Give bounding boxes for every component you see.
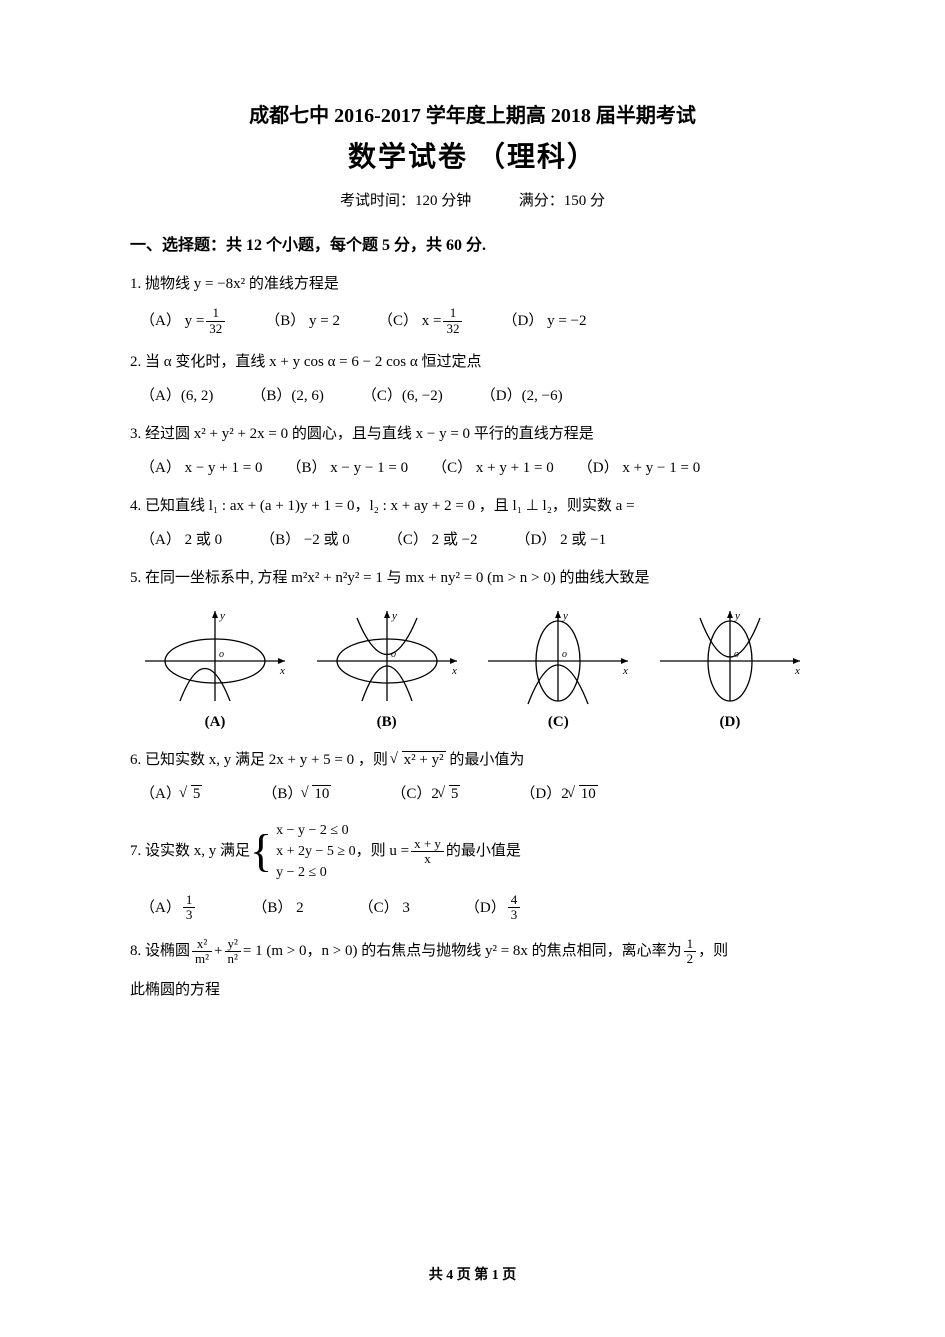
q1-options: （A） y = 132 （B） y = 2 （C） x = 132 （D） y … bbox=[140, 306, 815, 336]
question-2: 2. 当 α 变化时，直线 x + y cos α = 6 − 2 cos α … bbox=[130, 350, 815, 408]
svg-text:o: o bbox=[219, 649, 224, 660]
q5-graph-b: y x o (B) bbox=[312, 606, 462, 734]
q5-label-b: (B) bbox=[312, 710, 462, 734]
title-line-2: 数学试卷 （理科） bbox=[130, 136, 815, 181]
q7-opt-b: （B） 2 bbox=[252, 893, 303, 923]
sqrt: x² + y² bbox=[392, 748, 446, 772]
question-1: 1. 抛物线 y = −8x² 的准线方程是 （A） y = 132 （B） y… bbox=[130, 272, 815, 336]
question-4: 4. 已知直线 l₁ : ax + (a + 1)y + 1 = 0，l₂ : … bbox=[130, 494, 815, 552]
q5-label-d: (D) bbox=[655, 710, 805, 734]
q5-label-a: (A) bbox=[140, 710, 290, 734]
svg-text:x: x bbox=[794, 665, 800, 677]
q4-options: （A） 2 或 0 （B） −2 或 0 （C） 2 或 −2 （D） 2 或 … bbox=[140, 528, 815, 552]
q7-opt-d: （D） 43 bbox=[465, 893, 522, 923]
section-1-heading: 一、选择题：共 12 个小题，每个题 5 分，共 60 分. bbox=[130, 233, 815, 259]
q6-stem: 6. 已知实数 x, y 满足 2x + y + 5 = 0 ，则 x² + y… bbox=[130, 748, 815, 772]
q3-opt-d: （D） x + y − 1 = 0 bbox=[578, 456, 700, 480]
full-score: 满分：150 分 bbox=[519, 193, 605, 209]
fraction: 132 bbox=[206, 306, 225, 336]
q2-opt-d: （D）(2, −6) bbox=[481, 384, 563, 408]
q1-stem: 1. 抛物线 y = −8x² 的准线方程是 bbox=[130, 272, 815, 296]
svg-text:x: x bbox=[279, 665, 285, 677]
q4-opt-a: （A） 2 或 0 bbox=[140, 528, 222, 552]
q4-opt-c: （C） 2 或 −2 bbox=[388, 528, 478, 552]
q5-stem: 5. 在同一坐标系中, 方程 m²x² + n²y² = 1 与 mx + ny… bbox=[130, 566, 815, 590]
q5-graph-c: y x o (C) bbox=[483, 606, 633, 734]
fraction: 132 bbox=[443, 306, 462, 336]
q3-options: （A） x − y + 1 = 0 （B） x − y − 1 = 0 （C） … bbox=[140, 456, 815, 480]
q1-opt-c: （C） x = 132 bbox=[378, 306, 464, 336]
q6-opt-a: （A）5 bbox=[140, 782, 202, 806]
q5-graph-a: y x o (A) bbox=[140, 606, 290, 734]
q6-opt-d: （D）210 bbox=[520, 782, 597, 806]
fraction: y²n² bbox=[225, 937, 241, 967]
svg-text:y: y bbox=[219, 610, 225, 622]
left-brace-icon: { bbox=[250, 828, 272, 874]
question-7: 7. 设实数 x, y 满足 { x − y − 2 ≤ 0 x + 2y − … bbox=[130, 820, 815, 923]
q7-stem: 7. 设实数 x, y 满足 { x − y − 2 ≤ 0 x + 2y − … bbox=[130, 820, 815, 883]
svg-text:y: y bbox=[734, 610, 740, 622]
q2-stem: 2. 当 α 变化时，直线 x + y cos α = 6 − 2 cos α … bbox=[130, 350, 815, 374]
q6-opt-b: （B）10 bbox=[262, 782, 331, 806]
q1-opt-a: （A） y = 132 bbox=[140, 306, 227, 336]
svg-text:y: y bbox=[391, 610, 397, 622]
svg-text:x: x bbox=[622, 665, 628, 677]
question-6: 6. 已知实数 x, y 满足 2x + y + 5 = 0 ，则 x² + y… bbox=[130, 748, 815, 806]
q3-opt-c: （C） x + y + 1 = 0 bbox=[432, 456, 554, 480]
question-8: 8. 设椭圆 x²m² + y²n² = 1 (m > 0，n > 0) 的右焦… bbox=[130, 937, 815, 1003]
meta-line: 考试时间：120 分钟 满分：150 分 bbox=[130, 189, 815, 213]
fraction: x²m² bbox=[192, 937, 212, 967]
svg-text:o: o bbox=[391, 649, 396, 660]
q6-opt-c: （C）25 bbox=[391, 782, 460, 806]
q1-opt-b: （B） y = 2 bbox=[265, 306, 340, 336]
q2-opt-b: （B）(2, 6) bbox=[251, 384, 324, 408]
q7-opt-c: （C） 3 bbox=[359, 893, 410, 923]
q5-graph-d: y x o (D) bbox=[655, 606, 805, 734]
q2-options: （A）(6, 2) （B）(2, 6) （C）(6, −2) （D）(2, −6… bbox=[140, 384, 815, 408]
q8-stem: 8. 设椭圆 x²m² + y²n² = 1 (m > 0，n > 0) 的右焦… bbox=[130, 937, 815, 967]
q7-options: （A） 13 （B） 2 （C） 3 （D） 43 bbox=[140, 893, 815, 923]
svg-text:y: y bbox=[562, 610, 568, 622]
q4-opt-b: （B） −2 或 0 bbox=[260, 528, 350, 552]
q6-options: （A）5 （B）10 （C）25 （D）210 bbox=[140, 782, 815, 806]
svg-text:o: o bbox=[562, 649, 567, 660]
q5-label-c: (C) bbox=[483, 710, 633, 734]
exam-time: 考试时间：120 分钟 bbox=[340, 193, 471, 209]
q4-stem: 4. 已知直线 l₁ : ax + (a + 1)y + 1 = 0，l₂ : … bbox=[130, 494, 815, 518]
fraction: 12 bbox=[684, 937, 697, 967]
question-5: 5. 在同一坐标系中, 方程 m²x² + n²y² = 1 与 mx + ny… bbox=[130, 566, 815, 734]
svg-text:x: x bbox=[451, 665, 457, 677]
q3-opt-a: （A） x − y + 1 = 0 bbox=[140, 456, 262, 480]
q5-graphs: y x o (A) y x o (B) bbox=[130, 606, 815, 734]
q7-opt-a: （A） 13 bbox=[140, 893, 197, 923]
q3-stem: 3. 经过圆 x² + y² + 2x = 0 的圆心，且与直线 x − y =… bbox=[130, 422, 815, 446]
q2-opt-c: （C）(6, −2) bbox=[362, 384, 443, 408]
brace-system: { x − y − 2 ≤ 0 x + 2y − 5 ≥ 0 y − 2 ≤ 0 bbox=[250, 820, 356, 883]
page-footer: 共 4 页 第 1 页 bbox=[0, 1265, 945, 1287]
q4-opt-d: （D） 2 或 −1 bbox=[516, 528, 607, 552]
question-3: 3. 经过圆 x² + y² + 2x = 0 的圆心，且与直线 x − y =… bbox=[130, 422, 815, 480]
q8-line2: 此椭圆的方程 bbox=[130, 978, 815, 1002]
q1-opt-d: （D） y = −2 bbox=[502, 306, 586, 336]
title-line-1: 成都七中 2016-2017 学年度上期高 2018 届半期考试 bbox=[130, 100, 815, 132]
fraction: x + yx bbox=[411, 837, 444, 867]
q3-opt-b: （B） x − y − 1 = 0 bbox=[286, 456, 408, 480]
q2-opt-a: （A）(6, 2) bbox=[140, 384, 213, 408]
